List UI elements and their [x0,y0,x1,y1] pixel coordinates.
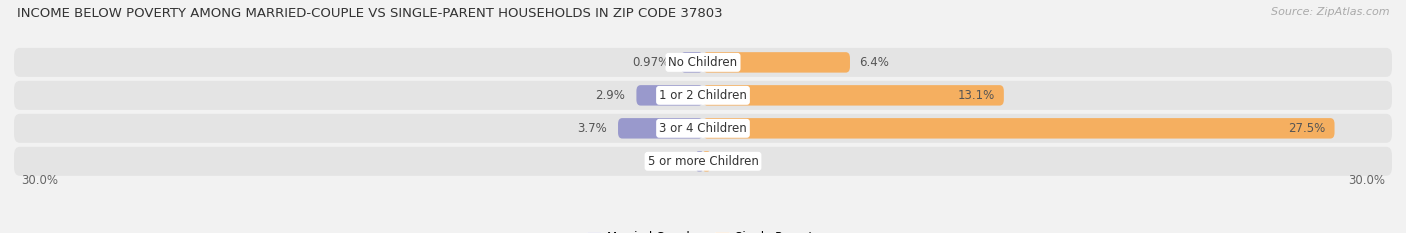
FancyBboxPatch shape [14,147,1392,176]
Text: No Children: No Children [668,56,738,69]
Text: 0.97%: 0.97% [631,56,669,69]
FancyBboxPatch shape [696,151,703,171]
FancyBboxPatch shape [703,85,1004,106]
FancyBboxPatch shape [14,114,1392,143]
FancyBboxPatch shape [681,52,703,73]
FancyBboxPatch shape [703,52,851,73]
Text: 3.7%: 3.7% [576,122,606,135]
Text: 30.0%: 30.0% [21,174,58,187]
Text: Source: ZipAtlas.com: Source: ZipAtlas.com [1271,7,1389,17]
Text: 30.0%: 30.0% [1348,174,1385,187]
Text: INCOME BELOW POVERTY AMONG MARRIED-COUPLE VS SINGLE-PARENT HOUSEHOLDS IN ZIP COD: INCOME BELOW POVERTY AMONG MARRIED-COUPL… [17,7,723,20]
Text: 0.0%: 0.0% [662,155,692,168]
Text: 27.5%: 27.5% [1288,122,1326,135]
Text: 0.0%: 0.0% [713,155,742,168]
FancyBboxPatch shape [619,118,703,139]
Text: 13.1%: 13.1% [957,89,994,102]
Text: 6.4%: 6.4% [859,56,889,69]
FancyBboxPatch shape [637,85,703,106]
Text: 5 or more Children: 5 or more Children [648,155,758,168]
Text: 2.9%: 2.9% [595,89,624,102]
Text: 3 or 4 Children: 3 or 4 Children [659,122,747,135]
FancyBboxPatch shape [14,48,1392,77]
Text: 1 or 2 Children: 1 or 2 Children [659,89,747,102]
FancyBboxPatch shape [14,81,1392,110]
Legend: Married Couples, Single Parents: Married Couples, Single Parents [582,226,824,233]
FancyBboxPatch shape [703,151,710,171]
FancyBboxPatch shape [703,118,1334,139]
